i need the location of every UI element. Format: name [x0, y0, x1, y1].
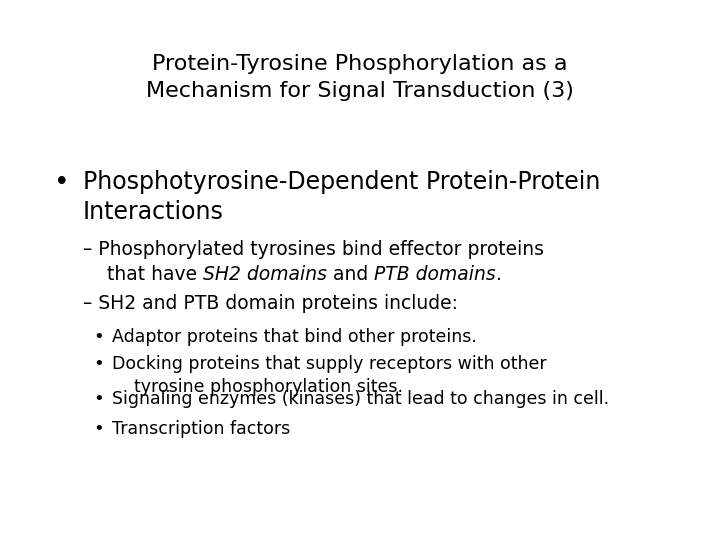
- Text: .: .: [495, 265, 502, 284]
- Text: – Phosphorylated tyrosines bind effector proteins: – Phosphorylated tyrosines bind effector…: [83, 240, 544, 259]
- Text: – SH2 and PTB domain proteins include:: – SH2 and PTB domain proteins include:: [83, 294, 458, 313]
- Text: SH2 domains: SH2 domains: [203, 265, 327, 284]
- Text: and: and: [327, 265, 374, 284]
- Text: Docking proteins that supply receptors with other: Docking proteins that supply receptors w…: [112, 355, 546, 373]
- Text: that have: that have: [83, 265, 203, 284]
- Text: tyrosine phosphorylation sites.: tyrosine phosphorylation sites.: [112, 378, 402, 396]
- Text: Phosphotyrosine-Dependent Protein-Protein
Interactions: Phosphotyrosine-Dependent Protein-Protei…: [83, 170, 600, 224]
- Text: Transcription factors: Transcription factors: [112, 420, 290, 438]
- Text: •: •: [94, 390, 104, 408]
- Text: •: •: [94, 420, 104, 438]
- Text: PTB domains: PTB domains: [374, 265, 495, 284]
- Text: •: •: [94, 355, 104, 373]
- Text: Protein-Tyrosine Phosphorylation as a
Mechanism for Signal Transduction (3): Protein-Tyrosine Phosphorylation as a Me…: [146, 54, 574, 101]
- Text: •: •: [54, 170, 70, 196]
- Text: Adaptor proteins that bind other proteins.: Adaptor proteins that bind other protein…: [112, 328, 477, 346]
- Text: •: •: [94, 328, 104, 346]
- Text: Signaling enzymes (kinases) that lead to changes in cell.: Signaling enzymes (kinases) that lead to…: [112, 390, 608, 408]
